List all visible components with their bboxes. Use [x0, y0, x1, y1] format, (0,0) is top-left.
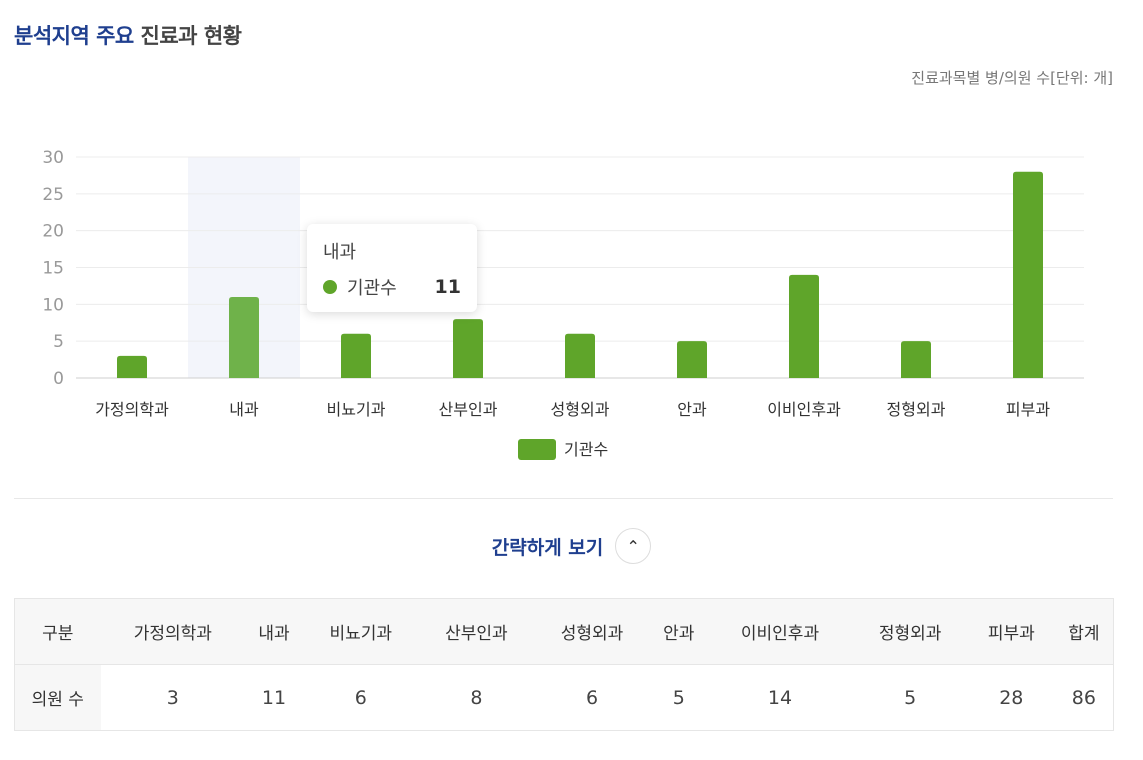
tooltip-series-label: 기관수 — [347, 278, 397, 299]
y-tick-label: 0 — [53, 369, 64, 389]
series-dot-icon — [323, 280, 337, 294]
bar — [117, 355, 147, 378]
table-cell: 8 — [418, 664, 535, 731]
table-header-cell: 산부인과 — [418, 598, 535, 665]
table-cell: 28 — [967, 664, 1055, 731]
x-tick-label: 가정의학과 — [95, 400, 169, 419]
table-cell: 11 — [245, 664, 303, 731]
x-tick-label: 피부과 — [1006, 400, 1050, 419]
bar — [341, 333, 371, 378]
table-header-cell: 비뇨기과 — [302, 598, 419, 665]
y-tick-label: 10 — [42, 295, 64, 315]
title-highlight: 분석지역 주요 — [14, 24, 134, 48]
x-tick-label: 산부인과 — [439, 400, 498, 419]
unit-note: 진료과목별 병/의원 수[단위: 개] — [911, 69, 1113, 87]
bar — [453, 319, 483, 378]
y-tick-label: 20 — [42, 222, 64, 242]
bar — [1013, 171, 1043, 378]
x-tick-label: 이비인후과 — [767, 400, 841, 419]
collapse-toggle-label[interactable]: 간략하게 보기 — [491, 536, 604, 559]
table-cell: 5 — [649, 664, 708, 731]
x-tick-label: 비뇨기과 — [327, 400, 386, 419]
table-header-cell: 내과 — [245, 598, 303, 665]
tooltip-category: 내과 — [323, 242, 357, 263]
table-cell: 86 — [1054, 664, 1114, 731]
table-header-row: 구분 가정의학과 내과 비뇨기과 산부인과 성형외과 안과 이비인후과 정형외과 피부과 합계 — [14, 598, 1114, 665]
y-tick-label: 15 — [42, 259, 64, 279]
bar — [901, 341, 931, 378]
bar — [565, 333, 595, 378]
bar — [677, 341, 707, 378]
table-header-cell: 구분 — [14, 598, 101, 665]
table-cell: 14 — [707, 664, 853, 731]
table-header-cell: 이비인후과 — [707, 598, 853, 665]
row-label: 의원 수 — [14, 664, 101, 731]
legend-swatch — [518, 439, 556, 460]
y-tick-label: 5 — [53, 332, 64, 352]
table-header-cell: 합계 — [1054, 598, 1114, 665]
table-header-cell: 가정의학과 — [100, 598, 246, 665]
table-cell: 6 — [534, 664, 650, 731]
legend-label: 기관수 — [564, 440, 608, 459]
y-tick-label: 25 — [42, 185, 64, 205]
y-tick-label: 30 — [42, 148, 64, 168]
table-cell: 5 — [852, 664, 968, 731]
bar — [229, 296, 259, 378]
x-tick-label: 내과 — [229, 400, 259, 419]
summary-table: 구분 가정의학과 내과 비뇨기과 산부인과 성형외과 안과 이비인후과 정형외과 피부과 합계 의원… — [14, 598, 1114, 731]
table-cell: 3 — [100, 664, 246, 731]
tooltip-value: 11 — [434, 276, 461, 298]
table-header-cell: 정형외과 — [852, 598, 968, 665]
table-row: 의원 수 3 11 6 8 6 5 14 5 28 86 — [14, 664, 1114, 731]
x-tick-label: 성형외과 — [551, 400, 610, 419]
table-cell: 6 — [302, 664, 419, 731]
table-header-cell: 안과 — [649, 598, 708, 665]
chevron-up-icon[interactable]: ⌃ — [615, 528, 652, 564]
x-tick-label: 정형외과 — [887, 400, 946, 419]
title-rest: 진료과 현황 — [140, 24, 242, 48]
x-tick-label: 안과 — [677, 400, 707, 419]
table-header-cell: 성형외과 — [534, 598, 650, 665]
collapse-toggle[interactable]: 간략하게 보기 ⌃ — [0, 528, 1143, 564]
bar — [789, 274, 819, 378]
page-title: 분석지역 주요 진료과 현황 — [14, 20, 242, 50]
table-header-cell: 피부과 — [967, 598, 1055, 665]
chart-tooltip: 내과 기관수 11 — [307, 224, 477, 312]
section-divider — [14, 498, 1113, 499]
